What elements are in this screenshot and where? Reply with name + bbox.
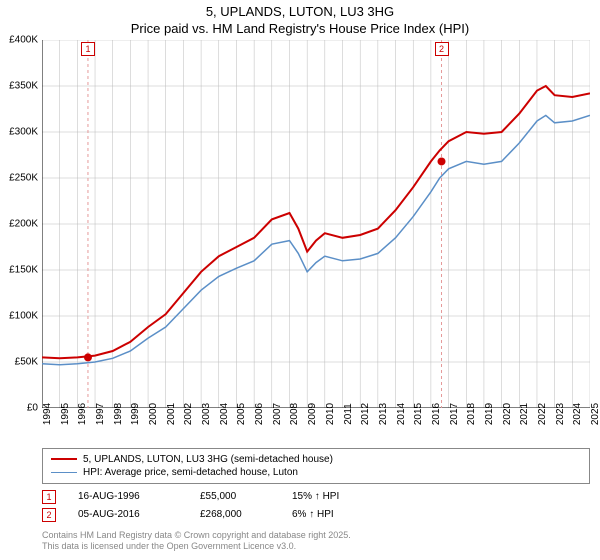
chart-area: £0£50K£100K£150K£200K£250K£300K£350K£400… (42, 40, 590, 408)
transaction-price: £268,000 (200, 509, 270, 520)
x-tick-label: 2025 (590, 403, 600, 425)
chart-marker-1: 1 (81, 42, 95, 56)
y-tick-label: £350K (9, 80, 38, 91)
x-axis-labels: 1994199519961997199819992000200120022003… (42, 410, 590, 446)
x-tick-label: 1998 (113, 403, 124, 425)
y-tick-label: £250K (9, 172, 38, 183)
x-tick-label: 1995 (60, 403, 71, 425)
x-tick-label: 2015 (413, 403, 424, 425)
y-tick-label: £50K (15, 356, 38, 367)
footer-line-1: Contains HM Land Registry data © Crown c… (42, 530, 590, 542)
transaction-delta: 6% ↑ HPI (292, 509, 372, 520)
x-tick-label: 2000 (148, 403, 159, 425)
title-line-1: 5, UPLANDS, LUTON, LU3 3HG (0, 4, 600, 21)
x-tick-label: 2021 (519, 403, 530, 425)
x-tick-label: 2003 (201, 403, 212, 425)
footer-line-2: This data is licensed under the Open Gov… (42, 541, 590, 553)
x-tick-label: 2023 (555, 403, 566, 425)
transaction-row: 1 16-AUG-1996 £55,000 15% ↑ HPI (42, 488, 590, 506)
x-tick-label: 2001 (166, 403, 177, 425)
x-tick-label: 2011 (343, 403, 354, 425)
x-tick-label: 2022 (537, 403, 548, 425)
transaction-date: 05-AUG-2016 (78, 509, 178, 520)
x-tick-label: 1997 (95, 403, 106, 425)
x-tick-label: 2017 (449, 403, 460, 425)
legend-swatch (51, 458, 77, 460)
y-tick-label: £0 (27, 402, 38, 413)
legend: 5, UPLANDS, LUTON, LU3 3HG (semi-detache… (42, 448, 590, 484)
x-tick-label: 2007 (272, 403, 283, 425)
transaction-marker: 1 (42, 490, 56, 504)
legend-label: HPI: Average price, semi-detached house,… (83, 467, 298, 478)
x-tick-label: 1996 (77, 403, 88, 425)
x-tick-label: 2020 (502, 403, 513, 425)
transaction-row: 2 05-AUG-2016 £268,000 6% ↑ HPI (42, 506, 590, 524)
transaction-table: 1 16-AUG-1996 £55,000 15% ↑ HPI 2 05-AUG-2016… (42, 488, 590, 524)
x-tick-label: 2008 (289, 403, 300, 425)
x-tick-label: 2024 (572, 403, 583, 425)
y-tick-label: £400K (9, 34, 38, 45)
transaction-marker: 2 (42, 508, 56, 522)
title-line-2: Price paid vs. HM Land Registry's House … (0, 21, 600, 38)
legend-item: 5, UPLANDS, LUTON, LU3 3HG (semi-detache… (51, 453, 581, 466)
y-tick-label: £300K (9, 126, 38, 137)
x-tick-label: 2013 (378, 403, 389, 425)
x-tick-label: 2010 (325, 403, 336, 425)
transaction-price: £55,000 (200, 491, 270, 502)
y-axis-labels: £0£50K£100K£150K£200K£250K£300K£350K£400… (0, 40, 40, 408)
x-tick-label: 2016 (431, 403, 442, 425)
x-tick-label: 1999 (130, 403, 141, 425)
x-tick-label: 2005 (236, 403, 247, 425)
footer-attribution: Contains HM Land Registry data © Crown c… (42, 530, 590, 553)
x-tick-label: 2014 (396, 403, 407, 425)
line-chart (42, 40, 590, 408)
x-tick-label: 2009 (307, 403, 318, 425)
chart-title-block: 5, UPLANDS, LUTON, LU3 3HG Price paid vs… (0, 0, 600, 40)
x-tick-label: 2019 (484, 403, 495, 425)
x-tick-label: 2012 (360, 403, 371, 425)
y-tick-label: £100K (9, 310, 38, 321)
transaction-delta: 15% ↑ HPI (292, 491, 372, 502)
x-tick-label: 2006 (254, 403, 265, 425)
legend-swatch (51, 472, 77, 474)
x-tick-label: 2004 (219, 403, 230, 425)
y-tick-label: £150K (9, 264, 38, 275)
x-tick-label: 2018 (466, 403, 477, 425)
x-tick-label: 2002 (183, 403, 194, 425)
y-tick-label: £200K (9, 218, 38, 229)
x-tick-label: 1994 (42, 403, 53, 425)
chart-marker-2: 2 (435, 42, 449, 56)
legend-label: 5, UPLANDS, LUTON, LU3 3HG (semi-detache… (83, 454, 333, 465)
transaction-date: 16-AUG-1996 (78, 491, 178, 502)
legend-item: HPI: Average price, semi-detached house,… (51, 466, 581, 479)
